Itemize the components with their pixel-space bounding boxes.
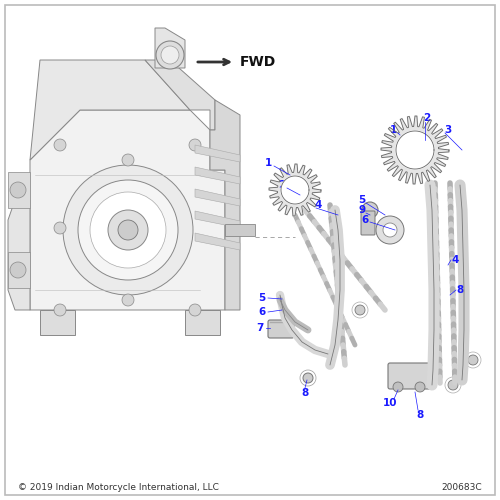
Polygon shape bbox=[195, 189, 240, 206]
Text: 1: 1 bbox=[390, 125, 396, 135]
FancyBboxPatch shape bbox=[388, 363, 432, 389]
Text: 7: 7 bbox=[256, 323, 264, 333]
Circle shape bbox=[54, 139, 66, 151]
Polygon shape bbox=[40, 310, 75, 335]
Polygon shape bbox=[155, 28, 185, 68]
Circle shape bbox=[78, 180, 178, 280]
Circle shape bbox=[189, 304, 201, 316]
FancyBboxPatch shape bbox=[361, 211, 375, 235]
Text: 2: 2 bbox=[424, 113, 430, 123]
Circle shape bbox=[108, 210, 148, 250]
Circle shape bbox=[355, 305, 365, 315]
Circle shape bbox=[303, 373, 313, 383]
Circle shape bbox=[448, 380, 458, 390]
Circle shape bbox=[122, 294, 134, 306]
Polygon shape bbox=[8, 252, 30, 288]
Polygon shape bbox=[30, 110, 225, 310]
Polygon shape bbox=[30, 60, 190, 160]
Circle shape bbox=[415, 382, 425, 392]
Text: 5: 5 bbox=[258, 293, 266, 303]
Text: © 2019 Indian Motorcycle International, LLC: © 2019 Indian Motorcycle International, … bbox=[18, 484, 219, 492]
Text: 8: 8 bbox=[456, 285, 464, 295]
Text: FWD: FWD bbox=[240, 55, 276, 69]
Circle shape bbox=[383, 223, 397, 237]
Circle shape bbox=[10, 262, 26, 278]
Circle shape bbox=[376, 216, 404, 244]
Polygon shape bbox=[396, 131, 434, 169]
Circle shape bbox=[468, 355, 478, 365]
Circle shape bbox=[54, 222, 66, 234]
Text: 6: 6 bbox=[258, 307, 266, 317]
Polygon shape bbox=[185, 310, 220, 335]
Text: 5: 5 bbox=[358, 195, 366, 205]
Polygon shape bbox=[195, 233, 240, 250]
Polygon shape bbox=[195, 145, 240, 162]
Circle shape bbox=[54, 304, 66, 316]
Circle shape bbox=[156, 41, 184, 69]
Circle shape bbox=[161, 46, 179, 64]
Circle shape bbox=[118, 220, 138, 240]
Polygon shape bbox=[381, 116, 449, 184]
Polygon shape bbox=[8, 200, 30, 310]
Circle shape bbox=[10, 182, 26, 198]
Circle shape bbox=[90, 192, 166, 268]
Text: 10: 10 bbox=[383, 398, 397, 408]
Text: 1: 1 bbox=[264, 158, 272, 168]
Circle shape bbox=[122, 154, 134, 166]
Circle shape bbox=[393, 382, 403, 392]
Text: 8: 8 bbox=[416, 410, 424, 420]
Text: 6: 6 bbox=[362, 215, 368, 225]
Text: 3: 3 bbox=[444, 125, 452, 135]
Polygon shape bbox=[8, 172, 30, 208]
Polygon shape bbox=[269, 164, 321, 216]
FancyBboxPatch shape bbox=[268, 320, 294, 338]
Circle shape bbox=[63, 165, 193, 295]
Text: 4: 4 bbox=[314, 200, 322, 210]
Polygon shape bbox=[195, 211, 240, 228]
Circle shape bbox=[362, 202, 378, 218]
Text: 4: 4 bbox=[452, 255, 458, 265]
Text: 2: 2 bbox=[278, 180, 285, 190]
Text: 8: 8 bbox=[302, 388, 308, 398]
Bar bbox=[225, 224, 255, 236]
Circle shape bbox=[189, 139, 201, 151]
Polygon shape bbox=[195, 167, 240, 184]
Text: 200683C: 200683C bbox=[442, 484, 482, 492]
Polygon shape bbox=[281, 176, 309, 204]
Polygon shape bbox=[145, 60, 215, 130]
Text: 9: 9 bbox=[358, 205, 366, 215]
Polygon shape bbox=[210, 100, 240, 310]
